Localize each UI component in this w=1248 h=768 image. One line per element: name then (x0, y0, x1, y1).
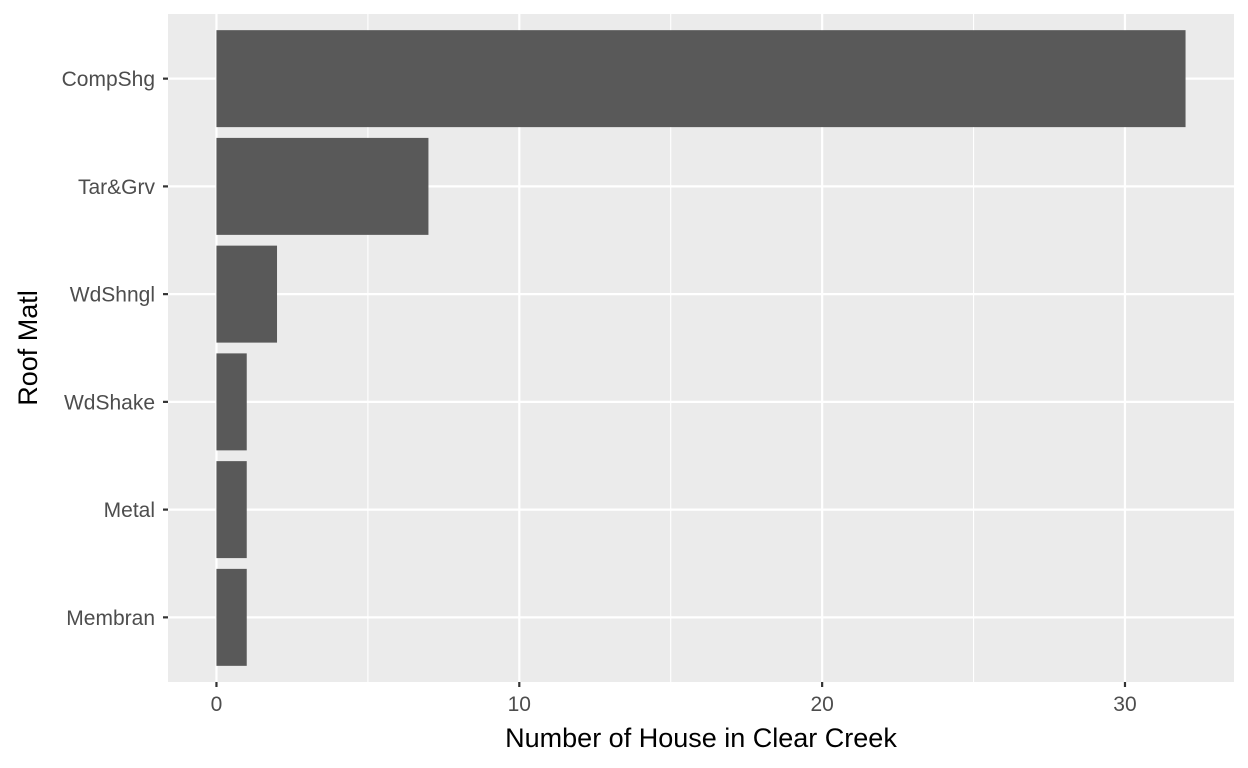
x-axis: 0 10 20 30 (211, 682, 1137, 716)
bars (216, 30, 1186, 666)
y-tick-label: WdShngl (70, 284, 155, 307)
y-tick-label: CompShg (62, 68, 155, 91)
x-axis-title: Number of House in Clear Creek (505, 723, 897, 753)
bar (216, 353, 247, 451)
y-tick-label: Metal (104, 499, 155, 522)
y-axis: Membran Metal WdShake WdShngl Tar&Grv CompShg (62, 68, 168, 630)
x-tick-label: 30 (1113, 693, 1136, 716)
grid-major (168, 14, 1234, 682)
bar (216, 568, 247, 666)
x-tick-label: 10 (508, 693, 531, 716)
x-tick-label: 0 (211, 693, 223, 716)
y-tick-label: Membran (66, 607, 155, 630)
x-tick-label: 20 (810, 693, 833, 716)
y-tick-label: Tar&Grv (78, 176, 156, 199)
y-axis-title: Roof Matl (13, 290, 43, 406)
y-tick-label: WdShake (64, 391, 155, 414)
bar (216, 461, 247, 559)
bar (216, 245, 278, 343)
bar (216, 137, 429, 235)
bar (216, 30, 1186, 128)
